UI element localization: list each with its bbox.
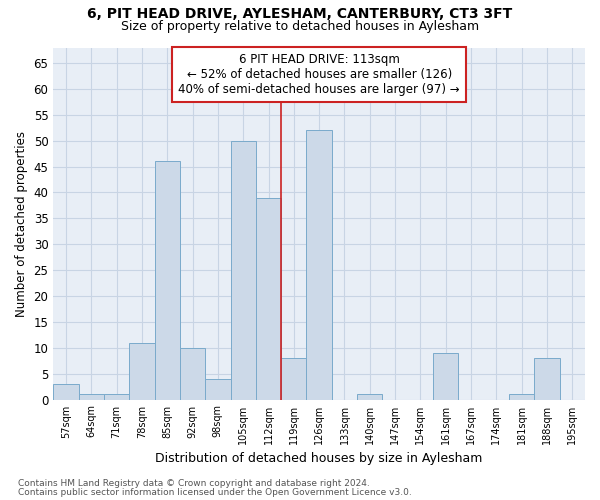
Text: Contains HM Land Registry data © Crown copyright and database right 2024.: Contains HM Land Registry data © Crown c… xyxy=(18,479,370,488)
Bar xyxy=(205,379,230,400)
Bar xyxy=(509,394,535,400)
Bar xyxy=(180,348,205,400)
Text: Size of property relative to detached houses in Aylesham: Size of property relative to detached ho… xyxy=(121,20,479,33)
X-axis label: Distribution of detached houses by size in Aylesham: Distribution of detached houses by size … xyxy=(155,452,483,465)
Bar xyxy=(256,198,281,400)
Bar xyxy=(79,394,104,400)
Bar xyxy=(53,384,79,400)
Text: 6, PIT HEAD DRIVE, AYLESHAM, CANTERBURY, CT3 3FT: 6, PIT HEAD DRIVE, AYLESHAM, CANTERBURY,… xyxy=(88,8,512,22)
Y-axis label: Number of detached properties: Number of detached properties xyxy=(15,130,28,316)
Bar xyxy=(357,394,382,400)
Bar xyxy=(535,358,560,400)
Bar xyxy=(281,358,307,400)
Text: 6 PIT HEAD DRIVE: 113sqm
← 52% of detached houses are smaller (126)
40% of semi-: 6 PIT HEAD DRIVE: 113sqm ← 52% of detach… xyxy=(178,53,460,96)
Bar xyxy=(230,140,256,400)
Bar xyxy=(307,130,332,400)
Bar xyxy=(129,342,155,400)
Bar xyxy=(433,353,458,400)
Bar xyxy=(104,394,129,400)
Bar xyxy=(155,162,180,400)
Text: Contains public sector information licensed under the Open Government Licence v3: Contains public sector information licen… xyxy=(18,488,412,497)
